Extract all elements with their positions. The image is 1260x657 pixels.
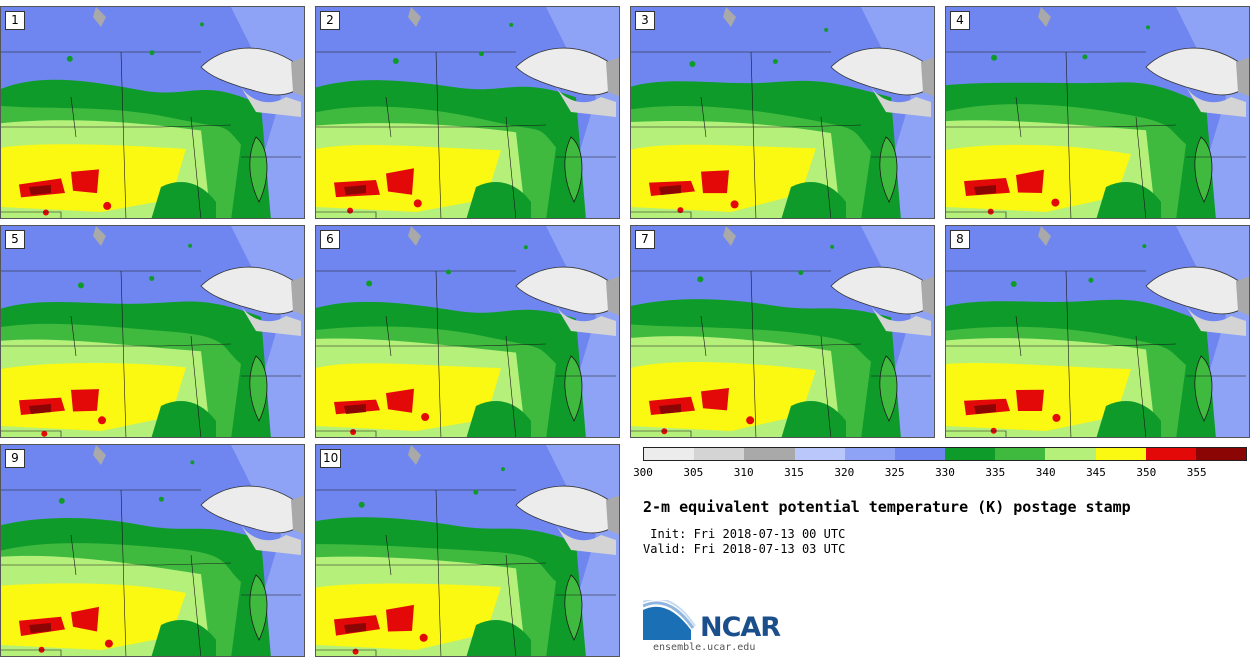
legend-tick-label: 300 bbox=[633, 466, 653, 479]
legend-swatch bbox=[794, 448, 845, 460]
legend-tick-label: 340 bbox=[1035, 466, 1056, 479]
member-label: 7 bbox=[635, 230, 655, 249]
legend-tick-label: 315 bbox=[784, 466, 804, 479]
member-label: 5 bbox=[5, 230, 25, 249]
logo-text: NCAR bbox=[700, 612, 781, 643]
member-label: 10 bbox=[320, 449, 342, 468]
member-label: 1 bbox=[5, 11, 25, 30]
ncar-logo-icon bbox=[643, 600, 696, 640]
member-label: 3 bbox=[635, 11, 655, 30]
init-time: Init: Fri 2018-07-13 00 UTC bbox=[643, 527, 846, 541]
legend-tick-label: 310 bbox=[733, 466, 754, 479]
legend-ticks: 300 305 310 315 320 325 330 335 340 345 350 355 bbox=[633, 466, 1247, 480]
legend-tick-label: 335 bbox=[985, 466, 1006, 479]
stamp-panel-7: 7 bbox=[630, 225, 935, 438]
member-label: 9 bbox=[5, 449, 25, 468]
legend-swatch bbox=[945, 448, 996, 460]
weather-map bbox=[946, 226, 1249, 437]
legend-tick-label: 320 bbox=[834, 466, 855, 479]
legend-tick-label: 305 bbox=[683, 466, 704, 479]
weather-map bbox=[631, 7, 934, 218]
legend-swatch bbox=[644, 448, 695, 460]
legend-tick-label: 345 bbox=[1086, 466, 1106, 479]
weather-map bbox=[316, 226, 619, 437]
weather-map bbox=[1, 445, 304, 656]
legend-swatch bbox=[744, 448, 795, 460]
legend-swatch bbox=[995, 448, 1046, 460]
logo-url: ensemble.ucar.edu bbox=[653, 642, 756, 653]
stamp-panel-9: 9 bbox=[0, 444, 305, 657]
stamp-panel-2: 2 bbox=[315, 6, 620, 219]
weather-map bbox=[1, 7, 304, 218]
legend-swatch bbox=[1045, 448, 1096, 460]
weather-map bbox=[631, 226, 934, 437]
weather-map bbox=[1, 226, 304, 437]
legend-swatch bbox=[1095, 448, 1146, 460]
stamp-panel-10: 10 bbox=[315, 444, 620, 657]
stamp-panel-3: 3 bbox=[630, 6, 935, 219]
legend-swatch bbox=[844, 448, 895, 460]
stamp-panel-6: 6 bbox=[315, 225, 620, 438]
legend-swatch bbox=[694, 448, 745, 460]
stamp-panel-4: 4 bbox=[945, 6, 1250, 219]
legend-tick-label: 330 bbox=[935, 466, 955, 479]
weather-map bbox=[946, 7, 1249, 218]
stamp-panel-5: 5 bbox=[0, 225, 305, 438]
plot-title: 2-m equivalent potential temperature (K)… bbox=[643, 498, 1131, 516]
legend-swatch bbox=[894, 448, 946, 460]
legend-swatch bbox=[1145, 448, 1196, 460]
stamp-panel-1: 1 bbox=[0, 6, 305, 219]
member-label: 6 bbox=[320, 230, 340, 249]
stamp-panel-8: 8 bbox=[945, 225, 1250, 438]
legend-tick-label: 355 bbox=[1186, 466, 1207, 479]
weather-map bbox=[316, 7, 619, 218]
member-label: 4 bbox=[950, 11, 970, 30]
legend-swatch bbox=[1195, 448, 1247, 460]
member-label: 2 bbox=[320, 11, 340, 30]
member-label: 8 bbox=[950, 230, 970, 249]
legend-tick-label: 350 bbox=[1136, 466, 1157, 479]
weather-map bbox=[316, 445, 619, 656]
color-legend bbox=[643, 447, 1247, 461]
valid-time: Valid: Fri 2018-07-13 03 UTC bbox=[643, 542, 846, 556]
legend-tick-label: 325 bbox=[884, 466, 905, 479]
